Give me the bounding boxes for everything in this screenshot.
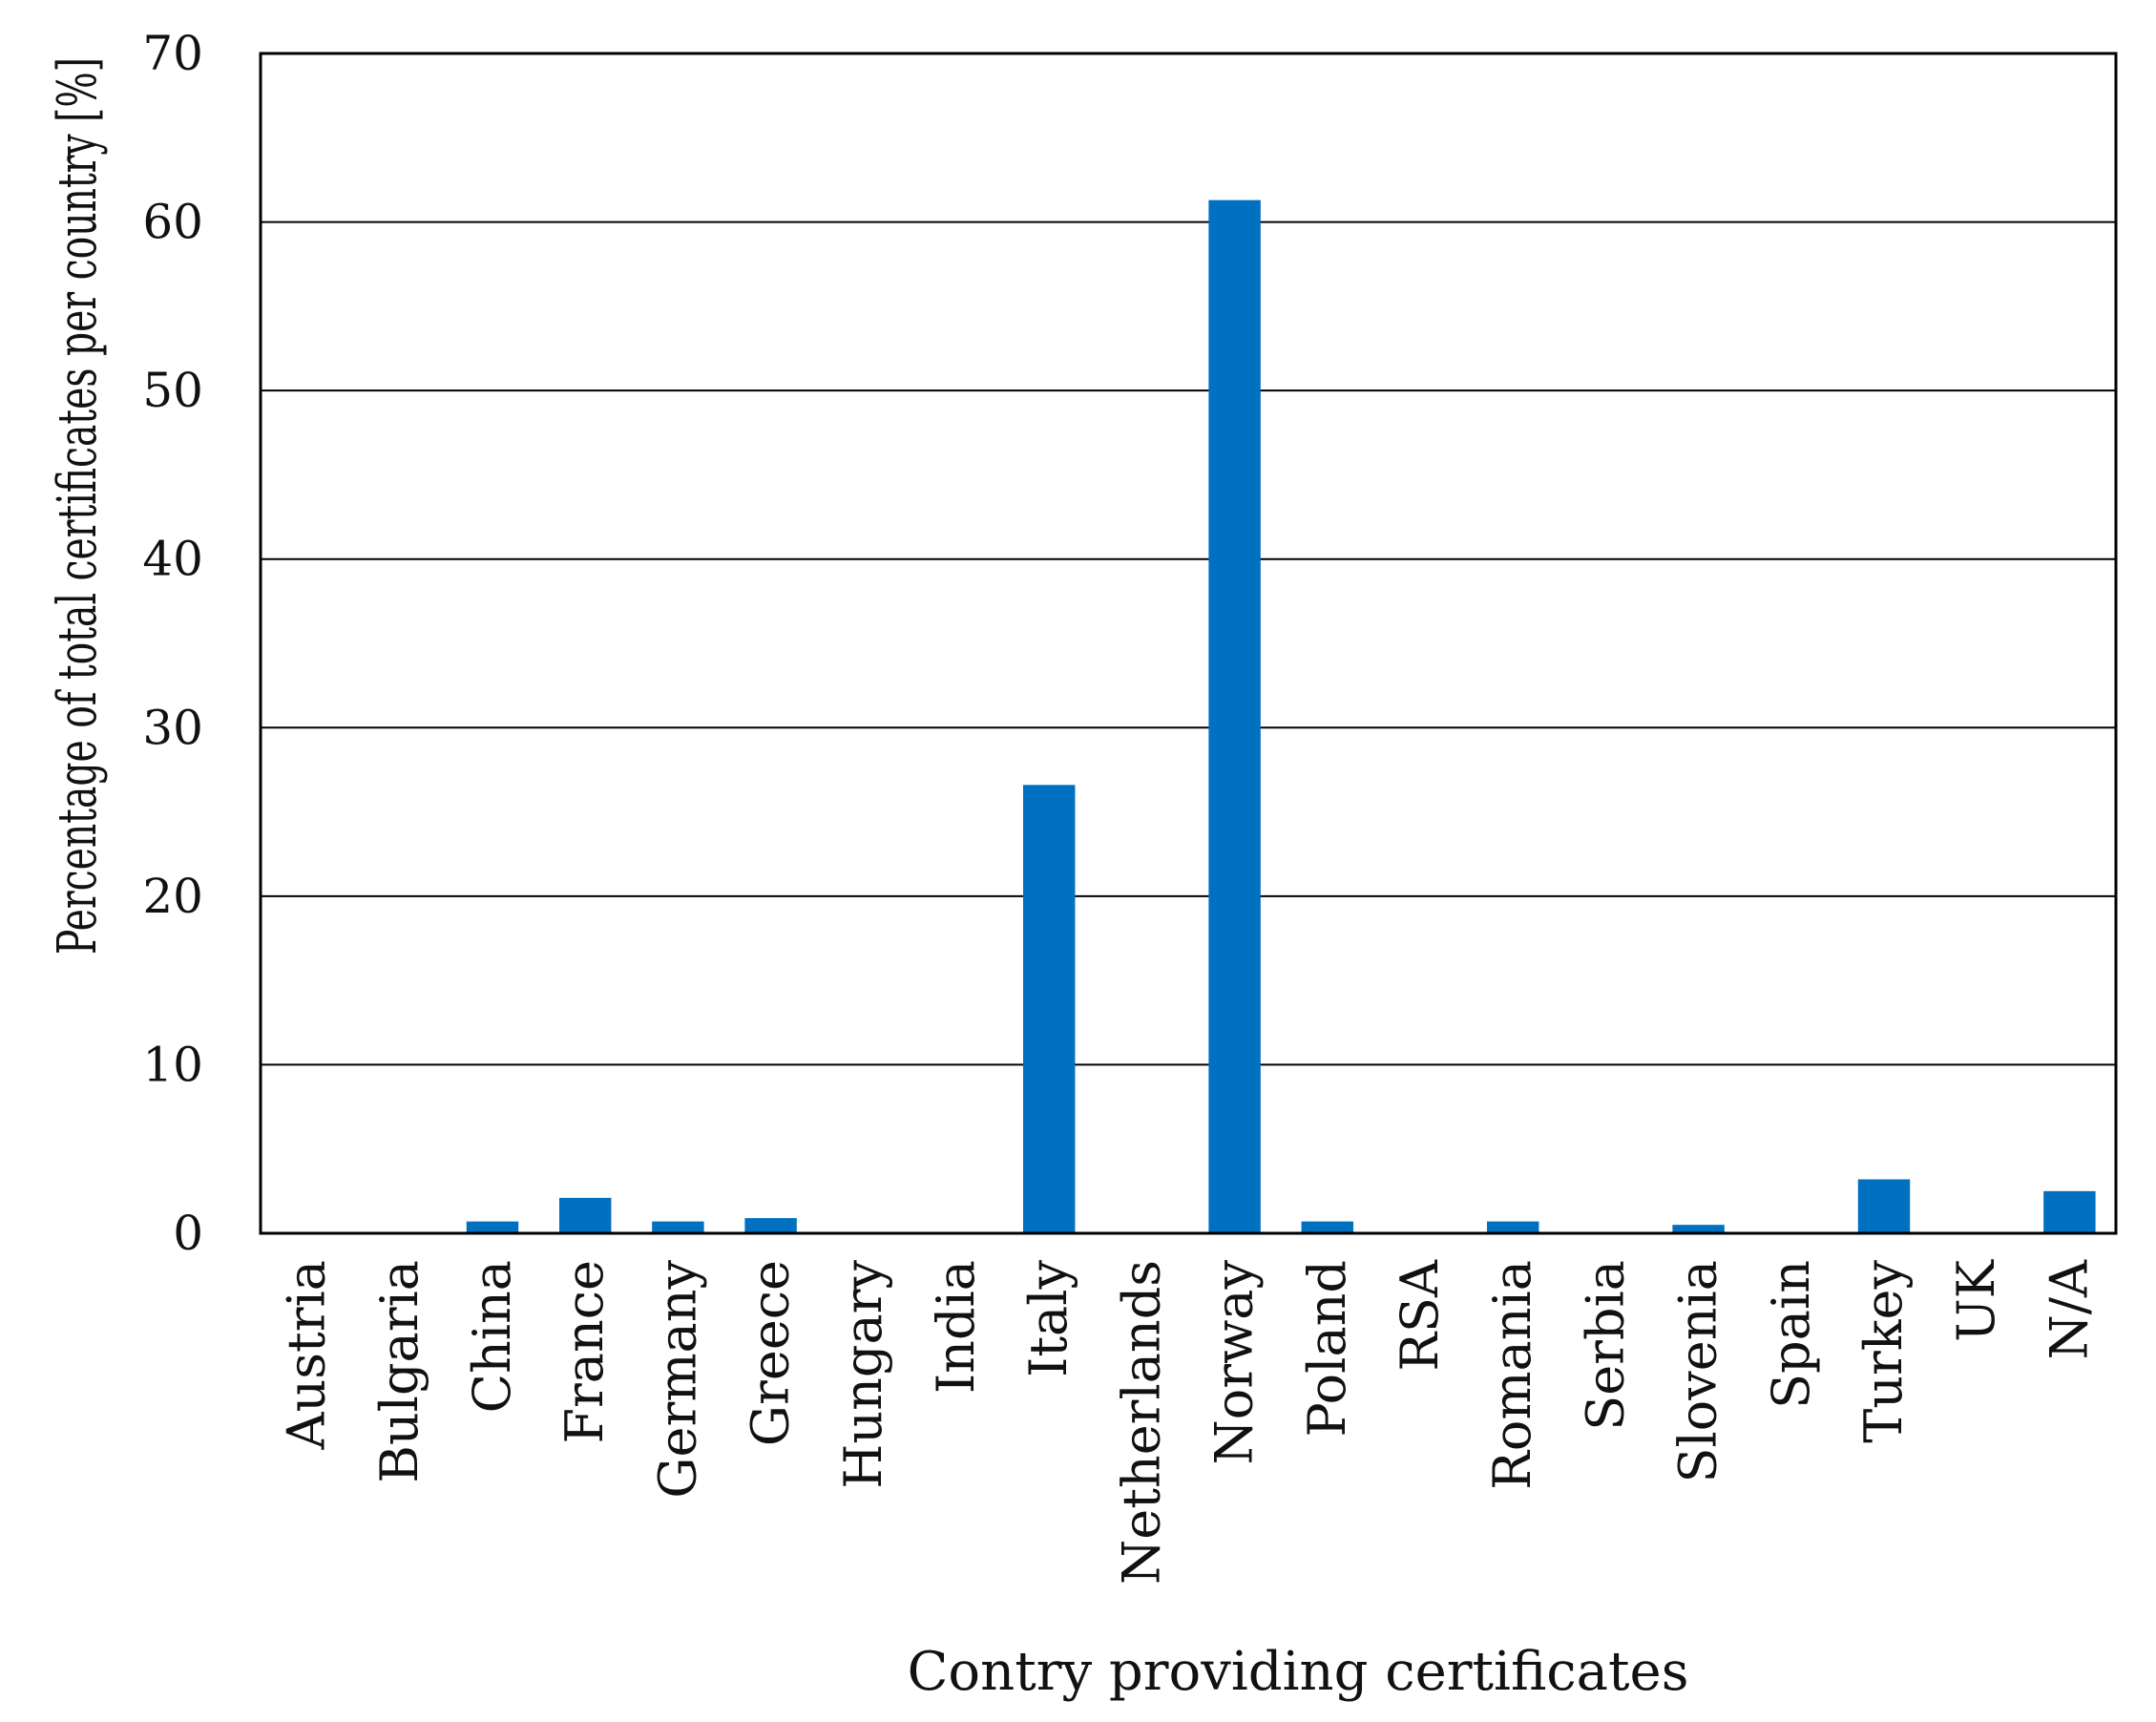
x-tick-label: China [462,1260,522,1413]
x-tick-label: Netherlands [1111,1260,1171,1585]
y-tick-label: 70 [142,26,203,81]
x-tick-label: Greece [741,1260,801,1446]
x-tick-label: Turkey [1853,1260,1914,1443]
y-tick-label: 60 [142,195,203,250]
bars [466,200,2096,1233]
x-tick-label: Germany [647,1260,707,1499]
x-tick-label: Romania [1482,1260,1542,1490]
bar-slovenia [1672,1225,1725,1233]
x-tick-label: Serbia [1575,1260,1635,1431]
x-tick-label: UK [1946,1258,2006,1342]
bar-greece [744,1218,797,1233]
bar-germany [652,1221,704,1233]
x-tick-label: Bulgaria [369,1260,429,1483]
gridlines [261,220,2116,1066]
y-tick-label: 10 [142,1037,203,1092]
y-tick-label: 30 [142,700,203,755]
x-tick-label: Poland [1297,1260,1357,1437]
y-tick-label: 20 [142,869,203,924]
x-tick-label: Austria [277,1260,337,1450]
x-tick-label: Norway [1204,1260,1265,1465]
plot-frame [259,52,2118,1235]
bar-romania [1486,1221,1539,1233]
y-axis-title: Percentage of total certificates per cou… [47,57,109,955]
y-tick-labels: 0 10 20 30 40 50 60 70 [142,26,203,1261]
x-tick-label: N/A [2039,1259,2099,1359]
x-tick-label: Spain [1761,1260,1821,1409]
y-tick-label: 50 [142,363,203,418]
x-tick-label: RSA [1390,1259,1450,1372]
bar-turkey [1857,1179,1911,1233]
x-tick-label: Slovenia [1668,1260,1728,1482]
bar-norway [1208,200,1261,1233]
bar-poland [1301,1221,1354,1233]
y-tick-label: 40 [142,532,203,587]
bar-italy [1022,785,1076,1233]
bar-n-a [2043,1190,2096,1233]
bar-france [558,1197,612,1233]
x-tick-label: France [555,1260,615,1443]
x-tick-label: Hungary [833,1260,893,1489]
x-tick-labels: Austria Bulgaria China France Germany Greece H… [277,1258,2100,1585]
x-tick-label: Italy [1018,1260,1078,1377]
bar-china [466,1221,519,1233]
x-tick-label: India [926,1260,986,1394]
x-axis-title: Contry providing certificates [908,1641,1689,1703]
y-tick-label: 0 [173,1206,203,1261]
